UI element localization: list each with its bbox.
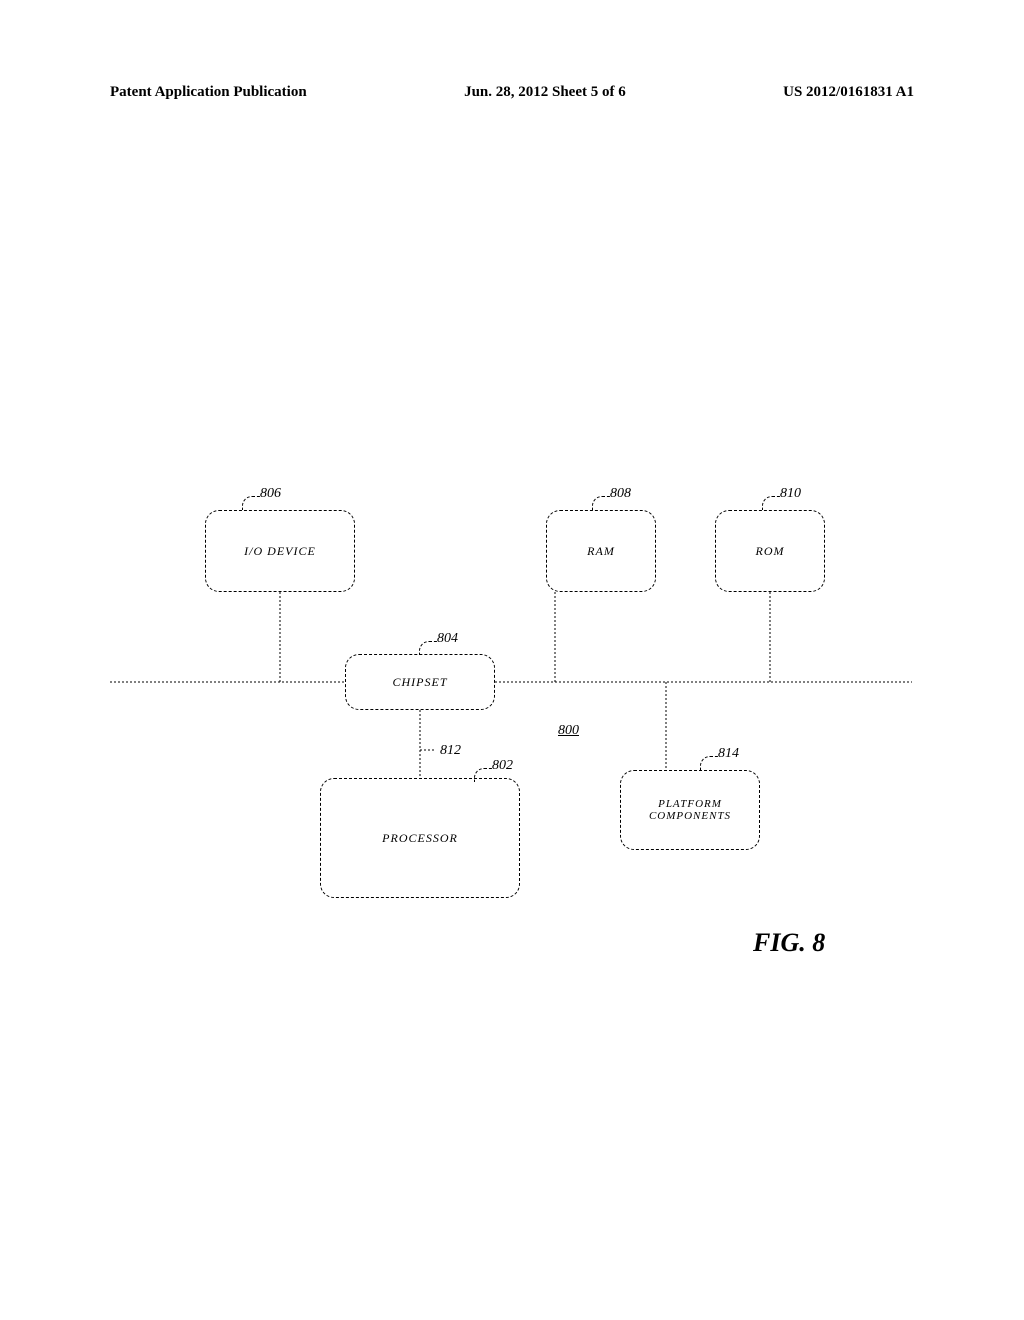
ref-804: 804	[437, 631, 458, 647]
ref-808: 808	[610, 486, 631, 502]
ref-806: 806	[260, 486, 281, 502]
ref-802: 802	[492, 758, 513, 774]
lead-812-svg	[0, 0, 1024, 1320]
ref-814: 814	[718, 746, 739, 762]
ref-812: 812	[440, 743, 461, 759]
ref-800: 800	[558, 723, 579, 739]
ref-810: 810	[780, 486, 801, 502]
block-diagram: I/O DEVICE RAM ROM CHIPSET PROCESSOR PLA…	[0, 0, 1024, 1320]
figure-label: FIG. 8	[753, 928, 825, 958]
